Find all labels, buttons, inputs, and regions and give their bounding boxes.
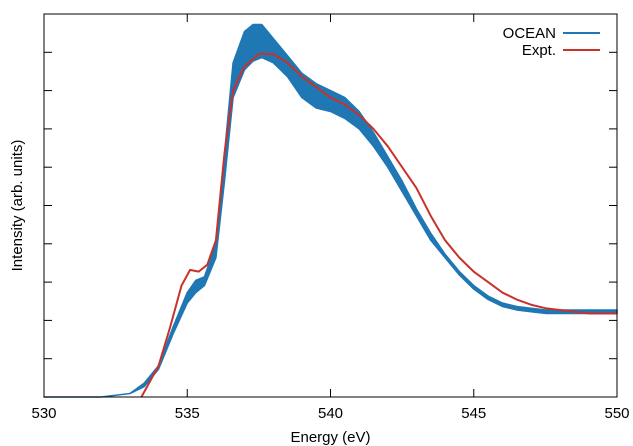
legend-label: Expt.	[522, 42, 556, 59]
x-tick-label: 545	[461, 405, 486, 422]
series-ocean-band	[43, 23, 618, 398]
legend-label: OCEAN	[503, 25, 556, 42]
data-layer	[43, 23, 618, 398]
y-axis-label: Intensity (arb. units)	[9, 140, 26, 272]
tick-layer: 530 535 540 545 550	[31, 14, 630, 422]
x-axis-label: Energy (eV)	[290, 429, 370, 446]
x-tick-label: 535	[175, 405, 200, 422]
x-tick-label: 540	[318, 405, 343, 422]
series-expt-line	[140, 53, 617, 398]
plot-frame	[43, 13, 618, 398]
x-tick-label: 530	[31, 405, 56, 422]
x-tick-label: 550	[604, 405, 629, 422]
